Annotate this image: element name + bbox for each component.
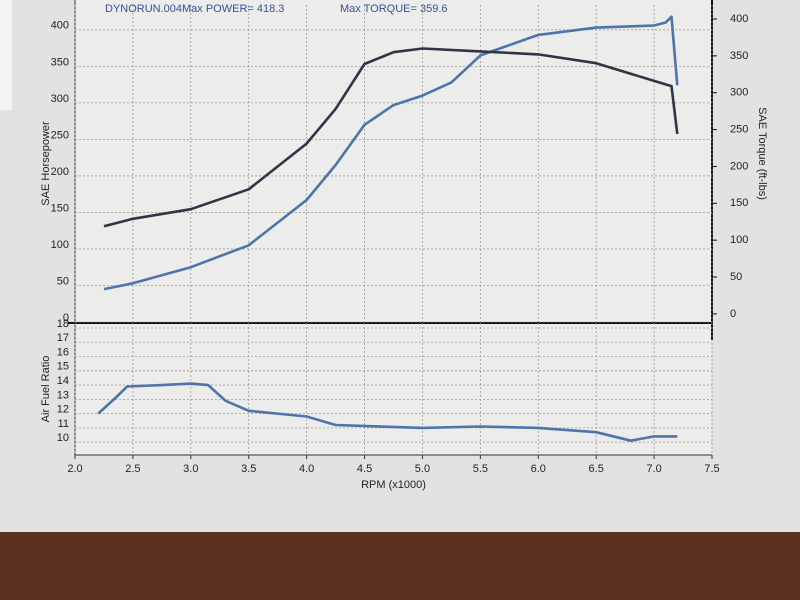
y2-tick-label: 350 <box>730 50 748 62</box>
header-text: Max POWER= 418.3 <box>182 3 284 15</box>
y-tick-label: 350 <box>51 56 69 68</box>
y2-tick-label: 250 <box>730 123 748 135</box>
y-tick-label: 13 <box>57 389 69 401</box>
x-tick-label: 4.0 <box>299 463 314 475</box>
x-tick-label: 2.0 <box>67 463 82 475</box>
y-tick-label: 15 <box>57 361 69 373</box>
y-axis-label: SAE Horsepower <box>40 121 52 206</box>
x-tick-label: 2.5 <box>125 463 140 475</box>
y2-tick-label: 300 <box>730 87 748 99</box>
x-tick-label: 5.5 <box>473 463 488 475</box>
y2-tick-label: 200 <box>730 160 748 172</box>
header-text: Max TORQUE= 359.6 <box>340 3 448 15</box>
x-tick-label: 6.0 <box>531 463 546 475</box>
x-tick-label: 3.5 <box>241 463 256 475</box>
x-axis-label: RPM (x1000) <box>361 479 426 491</box>
y-tick-label: 11 <box>58 418 69 430</box>
y-tick-label: 10 <box>57 432 69 444</box>
y-tick-label: 18 <box>57 318 69 330</box>
y-tick-label: 250 <box>51 129 69 141</box>
x-tick-label: 5.0 <box>415 463 430 475</box>
series-line <box>103 15 679 291</box>
y-tick-label: 50 <box>57 275 69 287</box>
x-tick-label: 3.0 <box>183 463 198 475</box>
series-line <box>103 47 679 228</box>
y-tick-label: 12 <box>57 404 69 416</box>
x-tick-label: 7.5 <box>704 463 719 475</box>
header-text: DYNORUN.004 <box>105 3 182 15</box>
y-tick-label: 14 <box>57 375 69 387</box>
y-tick-label: 100 <box>51 239 69 251</box>
y-tick-label: 400 <box>51 20 69 32</box>
y2-axis-label: SAE Torque (ft-lbs) <box>756 107 768 200</box>
y2-tick-label: 150 <box>730 197 748 209</box>
y-tick-label: 150 <box>51 202 69 214</box>
plot-area <box>75 0 712 455</box>
y-tick-label: 16 <box>57 346 69 358</box>
series-line <box>97 382 678 442</box>
y-tick-label: 200 <box>51 166 69 178</box>
paper-edge <box>0 0 12 110</box>
y2-tick-label: 0 <box>730 308 736 320</box>
y2-tick-label: 400 <box>730 13 748 25</box>
y-tick-label: 300 <box>51 93 69 105</box>
y-tick-label: 0 <box>63 312 69 324</box>
x-tick-label: 6.5 <box>589 463 604 475</box>
y2-tick-label: 100 <box>730 234 748 246</box>
y-axis-label: Air Fuel Ratio <box>40 356 52 423</box>
x-tick-label: 4.5 <box>357 463 372 475</box>
y-tick-label: 17 <box>57 332 69 344</box>
x-tick-label: 7.0 <box>646 463 661 475</box>
y2-tick-label: 50 <box>730 271 742 283</box>
